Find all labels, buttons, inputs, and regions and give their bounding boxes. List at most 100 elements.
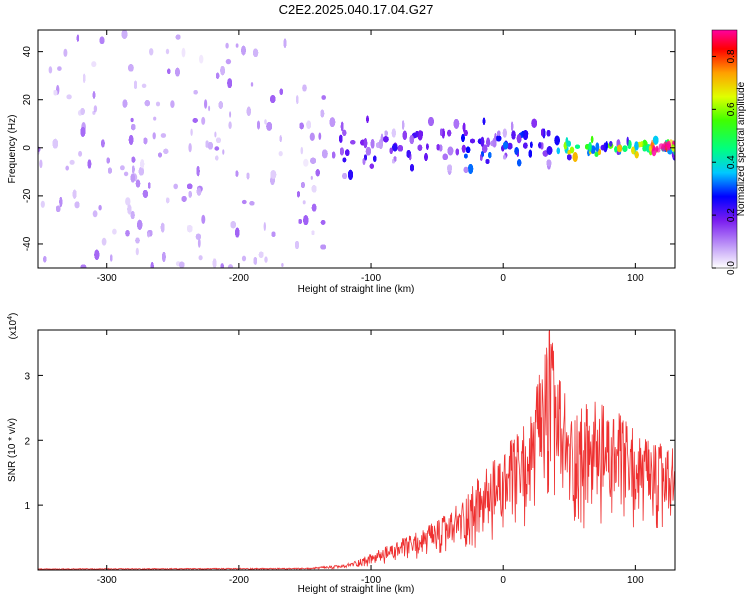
- y-tick-label: 0: [22, 145, 33, 151]
- spectrogram-cell: [295, 241, 299, 249]
- spectrogram-cell: [227, 264, 234, 268]
- spectrogram-x-ticks: -300 -200 -100 0 100: [97, 30, 644, 284]
- spectrogram-cell: [91, 61, 97, 68]
- spectrogram-cell: [503, 141, 509, 150]
- spectrogram-cell: [462, 122, 466, 133]
- spectrogram-cell: [546, 159, 552, 167]
- spectrogram-cell: [99, 36, 105, 45]
- spectrogram-cell: [135, 247, 139, 256]
- spectrogram-cell: [215, 155, 219, 161]
- spectrogram-cell: [134, 80, 137, 89]
- spectrogram-y-axis-label: Frequency (Hz): [7, 115, 18, 184]
- spectrogram-cell: [201, 214, 206, 224]
- spectrogram-cell: [369, 163, 374, 169]
- spectrogram-cell: [590, 135, 594, 144]
- spectrogram-cell: [230, 221, 236, 229]
- spectrogram-cell: [218, 101, 223, 109]
- spectrogram-cell: [235, 43, 239, 48]
- spectrogram-cell: [195, 233, 201, 240]
- spectrogram-cell: [546, 146, 553, 155]
- spectrogram-cell: [350, 140, 356, 145]
- spectrogram-cell: [652, 135, 659, 145]
- spectrogram-cell: [225, 42, 229, 49]
- spectrogram-cell: [76, 34, 79, 42]
- spectrogram-cell: [155, 101, 161, 107]
- spectrogram-cell: [310, 175, 313, 180]
- spectrogram-cell: [447, 146, 454, 156]
- spectrogram-cell: [220, 66, 225, 76]
- spectrogram-cell: [160, 222, 165, 233]
- x-tick-label: -100: [361, 273, 381, 284]
- spectrogram-cell: [170, 100, 175, 108]
- spectrogram-cell: [322, 149, 328, 159]
- spectrogram-cell: [175, 67, 180, 77]
- spectrogram-cell: [281, 263, 284, 267]
- spectrogram-cell: [363, 138, 368, 149]
- spectrogram-cell: [616, 144, 623, 153]
- spectrogram-cell: [241, 199, 247, 205]
- spectrogram-cell: [87, 159, 92, 169]
- spectrogram-cell: [198, 255, 203, 261]
- spectrogram-cell: [373, 155, 377, 162]
- y-tick-label: 1: [24, 501, 30, 512]
- spectrogram-y-ticks: -40 -20 0 20 40: [22, 46, 675, 251]
- spectrogram-cell: [502, 128, 507, 138]
- spectrogram-cell: [235, 227, 240, 238]
- spectrogram-cell: [410, 164, 414, 172]
- spectrogram-cell: [241, 45, 246, 56]
- spectrogram-cell: [246, 172, 250, 180]
- spectrogram-cell: [495, 135, 502, 142]
- snr-frame: [37, 329, 676, 571]
- spectrogram-cell: [135, 237, 140, 244]
- spectrogram-cell: [554, 135, 560, 146]
- spectrogram-cell: [188, 143, 192, 153]
- snr-x-ticks: -300 -200 -100 0 100: [97, 330, 644, 586]
- spectrogram-cell: [397, 145, 403, 152]
- spectrogram-cell: [212, 258, 217, 268]
- spectrogram-cell: [409, 135, 414, 144]
- spectrogram-cell: [342, 129, 347, 136]
- spectrogram-cell: [556, 147, 560, 155]
- spectrogram-cell: [235, 170, 239, 177]
- colorbar-tick-label: 0.4: [726, 155, 737, 169]
- spectrogram-cell: [517, 159, 522, 167]
- spectrogram-cell: [511, 130, 516, 140]
- spectrogram-cell: [492, 137, 497, 148]
- spectrogram-cell: [110, 254, 113, 262]
- spectrogram-cell: [131, 156, 136, 163]
- spectrogram-cell: [270, 95, 276, 103]
- snr-scale-label: (x104): [7, 313, 19, 340]
- spectrogram-cell: [370, 139, 375, 149]
- spectrogram-cell: [528, 149, 532, 158]
- spectrogram-cell: [342, 173, 347, 179]
- spectrogram-cell: [569, 146, 575, 154]
- spectrogram-cell: [320, 244, 327, 250]
- spectrogram-cell: [101, 237, 107, 246]
- spectrogram-cell: [329, 117, 336, 127]
- spectrogram-cell: [166, 197, 170, 204]
- spectrogram-cell: [541, 128, 544, 137]
- spectrogram-cell: [123, 171, 129, 177]
- spectrogram-cell: [384, 130, 388, 137]
- snr-y-ticks: 1 2 3: [24, 371, 675, 512]
- spectrogram-cell: [264, 256, 268, 263]
- snr-scale-end: ): [8, 313, 19, 316]
- spectrogram-cell: [575, 144, 580, 149]
- spectrogram-cell: [565, 137, 569, 147]
- chart-title: C2E2.2025.040.17.04.G27: [279, 2, 434, 17]
- spectrogram-cell: [201, 116, 206, 125]
- spectrogram-cell: [481, 151, 484, 157]
- spectrogram-cell: [214, 146, 220, 151]
- spectrogram-cell: [92, 91, 96, 99]
- spectrogram-cell: [296, 95, 299, 104]
- spectrogram-cell: [101, 139, 105, 148]
- spectrogram-cell: [393, 156, 397, 162]
- spectrogram-cell: [152, 132, 156, 140]
- spectrogram-cell: [301, 182, 305, 188]
- spectrogram-cell: [310, 157, 316, 164]
- spectrogram-cell: [406, 150, 411, 158]
- spectrogram-cell: [642, 145, 647, 152]
- y-tick-label: -20: [22, 188, 33, 203]
- spectrogram-cell: [187, 225, 193, 233]
